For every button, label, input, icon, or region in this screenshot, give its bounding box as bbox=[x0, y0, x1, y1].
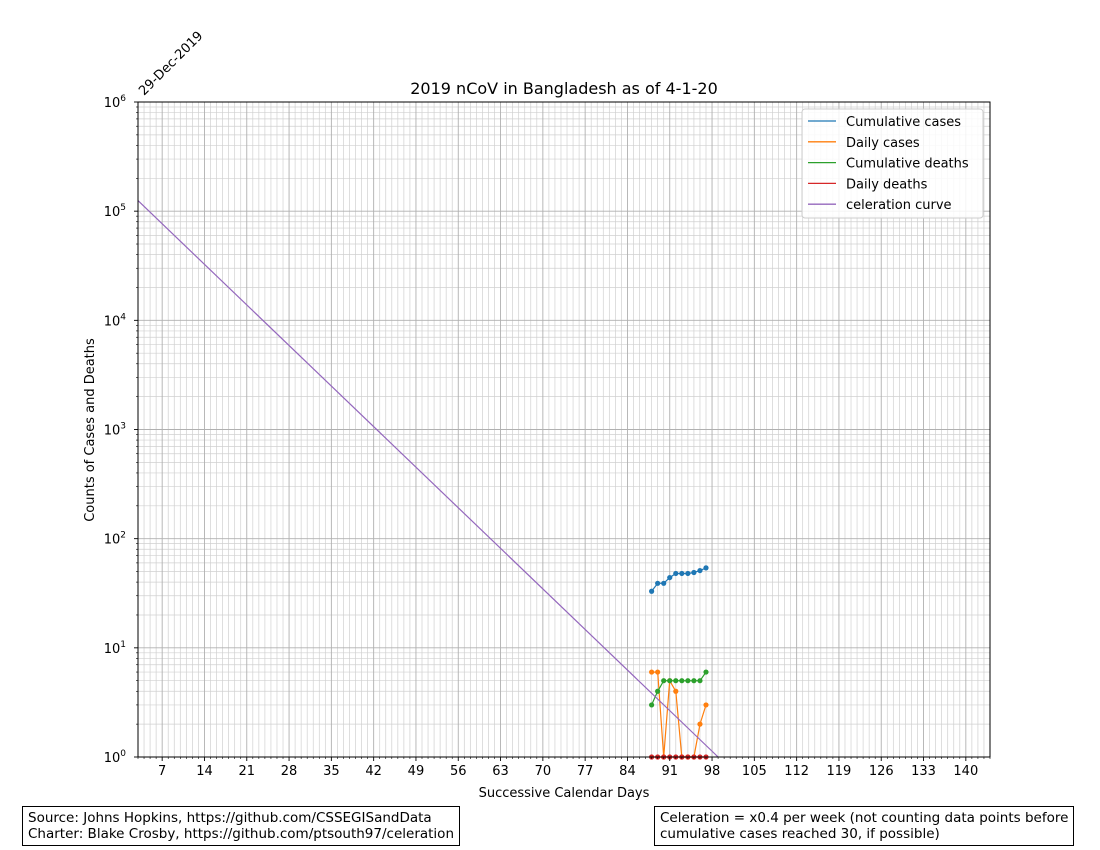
start-date-label: 29-Dec-2019 bbox=[136, 29, 206, 99]
cumulative-deaths-point bbox=[691, 678, 697, 684]
x-tick-label: 28 bbox=[281, 764, 298, 779]
legend: Cumulative cases Daily cases Cumulative de… bbox=[801, 108, 984, 219]
cumulative-cases-point bbox=[697, 567, 703, 574]
chart: 7 14 21 28 35 42 49 56 63 70 77 84 91 98 105 112 119 126 1… bbox=[83, 29, 991, 800]
x-tick-label: 7 bbox=[158, 764, 166, 779]
celeration-note: Celeration = x0.4 per week (not counting… bbox=[654, 806, 1075, 846]
x-tick-label: 91 bbox=[661, 764, 678, 779]
cumulative-cases-point bbox=[655, 580, 661, 586]
daily-cases-line bbox=[651, 671, 707, 758]
daily-cases-point bbox=[703, 702, 709, 708]
cumulative-cases-point bbox=[673, 570, 679, 577]
cumulative-deaths-point bbox=[697, 678, 703, 684]
daily-cases-point bbox=[649, 669, 655, 675]
x-tick-label: 105 bbox=[742, 764, 767, 779]
x-axis: 7 14 21 28 35 42 49 56 63 70 77 84 91 98 105 112 119 126 1… bbox=[137, 757, 991, 779]
y-tick-label: 101 bbox=[104, 640, 126, 657]
y-tick-label: 105 bbox=[104, 203, 126, 220]
x-tick-label: 98 bbox=[704, 764, 721, 779]
y-axis-label: Counts of Cases and Deaths bbox=[83, 338, 98, 522]
cumulative-deaths-point bbox=[667, 678, 673, 684]
plot-area bbox=[137, 200, 719, 760]
legend-label-cumulative-cases: Cumulative cases bbox=[846, 115, 961, 130]
x-tick-label: 35 bbox=[323, 764, 340, 779]
y-tick-label: 102 bbox=[104, 531, 126, 548]
chart-title: 2019 nCoV in Bangladesh as of 4-1-20 bbox=[410, 79, 718, 98]
x-tick-label: 126 bbox=[869, 764, 894, 779]
legend-label-celeration-curve: celeration curve bbox=[846, 198, 952, 213]
celeration-curve-line bbox=[137, 200, 719, 758]
y-tick-label: 100 bbox=[104, 749, 127, 766]
x-tick-label: 42 bbox=[365, 764, 382, 779]
cumulative-deaths-line bbox=[651, 671, 707, 706]
cumulative-cases-point bbox=[685, 570, 691, 577]
x-tick-label: 84 bbox=[619, 764, 636, 779]
y-tick-label: 103 bbox=[104, 422, 126, 439]
legend-label-daily-deaths: Daily deaths bbox=[846, 177, 928, 192]
x-tick-label: 14 bbox=[196, 764, 213, 779]
cumulative-deaths-point bbox=[703, 669, 709, 675]
cumulative-deaths-point bbox=[673, 678, 679, 684]
x-tick-label: 133 bbox=[911, 764, 936, 779]
cumulative-cases-point bbox=[667, 574, 673, 581]
cumulative-cases-line bbox=[651, 567, 707, 592]
x-tick-label: 49 bbox=[408, 764, 425, 779]
cumulative-deaths-point bbox=[685, 678, 691, 684]
major-grid bbox=[138, 102, 990, 757]
daily-cases-point bbox=[697, 721, 703, 727]
cumulative-deaths-point bbox=[649, 702, 655, 708]
y-axis: 100 101 102 103 104 105 106 bbox=[104, 94, 138, 766]
cumulative-deaths-point bbox=[661, 678, 667, 684]
cumulative-deaths-point bbox=[655, 688, 661, 694]
x-tick-label: 77 bbox=[577, 764, 594, 779]
y-tick-label: 104 bbox=[104, 312, 127, 329]
cumulative-cases-point bbox=[661, 580, 667, 586]
legend-label-daily-cases: Daily cases bbox=[846, 136, 920, 151]
daily-cases-point bbox=[673, 688, 679, 694]
x-tick-label: 119 bbox=[827, 764, 852, 779]
cumulative-deaths-point bbox=[679, 678, 685, 684]
x-tick-label: 70 bbox=[535, 764, 552, 779]
x-tick-label: 21 bbox=[238, 764, 255, 779]
x-tick-label: 140 bbox=[953, 764, 978, 779]
cumulative-cases-point bbox=[703, 565, 709, 571]
x-axis-label: Successive Calendar Days bbox=[479, 786, 650, 800]
source-note: Source: Johns Hopkins, https://github.co… bbox=[22, 806, 461, 846]
x-tick-label: 63 bbox=[492, 764, 509, 779]
cumulative-cases-point bbox=[691, 569, 697, 576]
x-tick-label: 56 bbox=[450, 764, 467, 779]
daily-cases-point bbox=[655, 669, 661, 675]
legend-label-cumulative-deaths: Cumulative deaths bbox=[846, 157, 969, 172]
x-tick-label: 112 bbox=[784, 764, 809, 779]
legend-box bbox=[801, 108, 984, 219]
cumulative-cases-point bbox=[679, 570, 685, 577]
y-tick-label: 106 bbox=[104, 94, 127, 111]
cumulative-cases-point bbox=[649, 588, 655, 594]
